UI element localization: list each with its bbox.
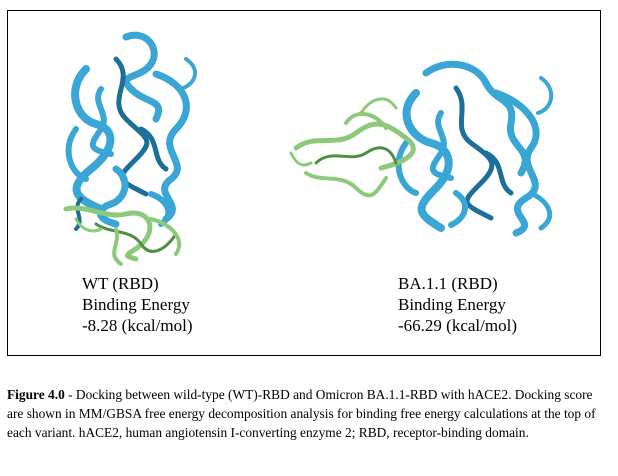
ba11-binding-energy-label: Binding Energy (398, 295, 506, 314)
wt-complex-structure (56, 29, 206, 274)
wt-energy-number: -8.28 (82, 316, 118, 335)
wt-variant-label: WT (RBD) (82, 274, 159, 293)
figure-frame: WT (RBD) Binding Energy -8.28 (kcal/mol) (7, 10, 601, 356)
ba11-complex-structure (286, 53, 576, 243)
ba11-energy-number: -66.29 (398, 316, 442, 335)
wt-protein-image (63, 31, 197, 266)
wt-energy-unit: (kcal/mol) (121, 316, 193, 335)
ba11-protein-image (289, 60, 554, 237)
figure-caption: Figure 4.0 - Docking between wild-type (… (7, 386, 611, 442)
figure-caption-label: Figure 4.0 (7, 387, 65, 402)
ba11-energy-unit: (kcal/mol) (446, 316, 517, 335)
wt-binding-energy-value: -8.28 (kcal/mol) (82, 315, 192, 336)
ba11-binding-energy-value: -66.29 (kcal/mol) (398, 315, 517, 336)
figure-caption-text: - Docking between wild-type (WT)-RBD and… (7, 387, 596, 440)
ba11-label-block: BA.1.1 (RBD) Binding Energy -66.29 (kcal… (398, 273, 517, 336)
ba11-variant-label: BA.1.1 (RBD) (398, 274, 498, 293)
wt-label-block: WT (RBD) Binding Energy -8.28 (kcal/mol) (82, 273, 192, 336)
wt-binding-energy-label: Binding Energy (82, 295, 190, 314)
